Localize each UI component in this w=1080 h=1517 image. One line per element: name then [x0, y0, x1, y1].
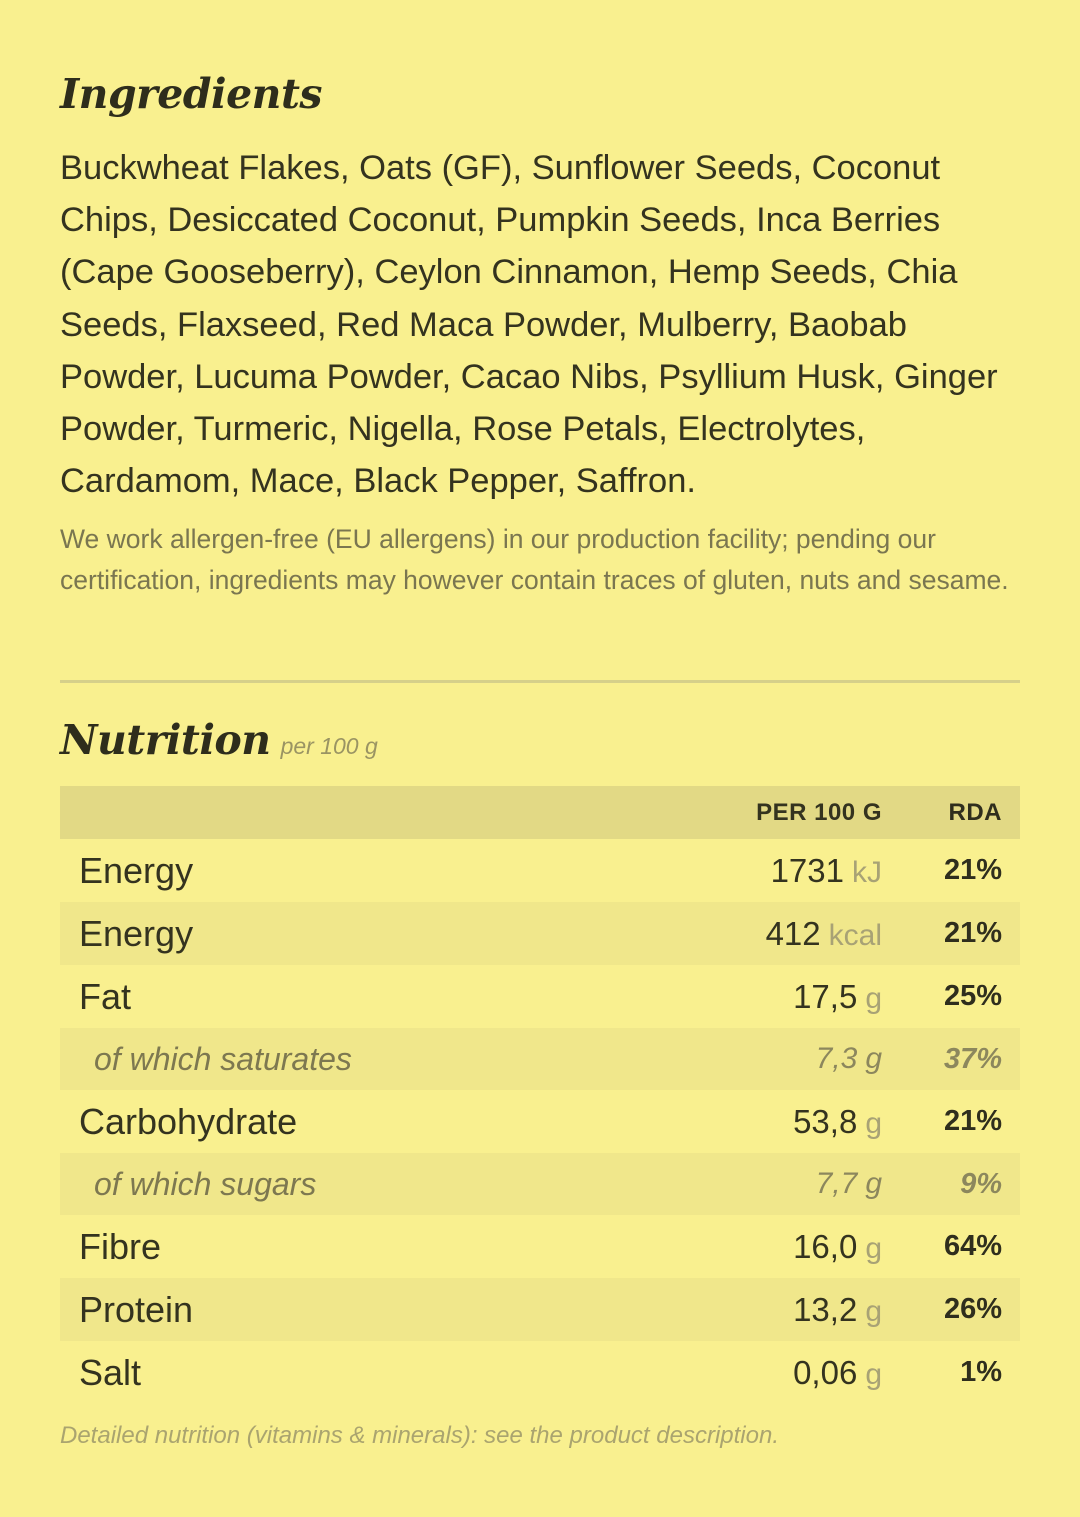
nutrition-title: Nutrition	[60, 716, 271, 764]
allergen-note: We work allergen-free (EU allergens) in …	[60, 524, 1009, 595]
amount-unit: g	[865, 1167, 882, 1200]
ingredients-heading: Ingredients	[60, 70, 323, 118]
amount-unit: g	[865, 1294, 882, 1328]
amount-unit: g	[865, 1042, 882, 1075]
rda-value: 26%	[943, 1293, 1002, 1325]
rda-value: 1%	[960, 1356, 1002, 1388]
nutrient-amount: 0,06 g	[582, 1354, 882, 1392]
table-row: of which saturates 7,3 g 37%	[60, 1028, 1020, 1090]
amount-unit: kJ	[852, 855, 882, 889]
rda-value: 64%	[943, 1230, 1002, 1262]
rda-value: 21%	[943, 917, 1002, 949]
amount-value: 7,3	[815, 1042, 858, 1075]
table-row: Salt 0,06 g 1%	[60, 1341, 1020, 1404]
ingredients-list: Buckwheat Flakes, Oats (GF), Sunflower S…	[60, 149, 998, 501]
nutrient-name: Protein	[79, 1288, 194, 1330]
nutrition-table: PER 100 G RDA Energy 1731 kJ 21% Energy 412 kc…	[60, 786, 1020, 1404]
amount-value: 7,7	[815, 1167, 858, 1200]
amount-unit: g	[865, 981, 882, 1015]
table-row: Energy 1731 kJ 21%	[60, 839, 1020, 902]
nutrient-amount: 13,2 g	[582, 1291, 882, 1329]
nutrient-name: Carbohydrate	[79, 1100, 298, 1142]
amount-unit: g	[865, 1106, 882, 1140]
nutrient-name: Energy	[79, 912, 194, 954]
rda-value: 21%	[943, 854, 1002, 886]
amount-unit: g	[865, 1357, 882, 1391]
nutrient-name: Fibre	[79, 1225, 162, 1267]
table-row: Fibre 16,0 g 64%	[60, 1215, 1020, 1278]
nutrition-heading: Nutrition per 100 g	[60, 714, 378, 766]
table-row: Carbohydrate 53,8 g 21%	[60, 1090, 1020, 1153]
table-row: Energy 412 kcal 21%	[60, 902, 1020, 965]
nutrient-amount: 53,8 g	[582, 1103, 882, 1141]
rda-value: 9%	[960, 1167, 1002, 1200]
nutrition-footnote: Detailed nutrition (vitamins & minerals)…	[60, 1422, 779, 1449]
nutrient-name: of which saturates	[94, 1040, 352, 1077]
nutrient-amount: 412 kcal	[582, 915, 882, 953]
header-rda: RDA	[948, 798, 1002, 826]
nutrient-amount: 16,0 g	[582, 1228, 882, 1266]
nutrition-subtitle: per 100 g	[280, 733, 378, 759]
section-divider	[60, 680, 1020, 683]
nutrient-amount: 1731 kJ	[582, 852, 882, 890]
nutrient-name: Energy	[79, 849, 194, 891]
nutrient-amount: 7,3 g	[582, 1042, 882, 1076]
amount-value: 16,0	[793, 1227, 858, 1265]
rda-value: 37%	[943, 1042, 1002, 1075]
table-row: Fat 17,5 g 25%	[60, 965, 1020, 1028]
header-per-100g: PER 100 G	[756, 798, 882, 826]
table-row: Protein 13,2 g 26%	[60, 1278, 1020, 1341]
table-body: Energy 1731 kJ 21% Energy 412 kcal 21% Fat 17,5 g 2…	[60, 839, 1020, 1404]
amount-value: 0,06	[793, 1353, 858, 1391]
amount-unit: kcal	[828, 918, 882, 952]
amount-value: 53,8	[793, 1102, 858, 1140]
table-row: of which sugars 7,7 g 9%	[60, 1153, 1020, 1215]
nutrient-name: Fat	[79, 975, 132, 1017]
amount-value: 17,5	[793, 977, 858, 1015]
amount-unit: g	[865, 1231, 882, 1265]
nutrient-amount: 7,7 g	[582, 1167, 882, 1201]
nutrient-name: of which sugars	[94, 1165, 317, 1202]
nutrient-name: Salt	[79, 1351, 142, 1393]
amount-value: 1731	[770, 851, 844, 889]
rda-value: 25%	[943, 980, 1002, 1012]
table-header-row: PER 100 G RDA	[60, 786, 1020, 839]
amount-value: 412	[765, 914, 821, 952]
amount-value: 13,2	[793, 1290, 858, 1328]
nutrient-amount: 17,5 g	[582, 978, 882, 1016]
rda-value: 21%	[943, 1105, 1002, 1137]
